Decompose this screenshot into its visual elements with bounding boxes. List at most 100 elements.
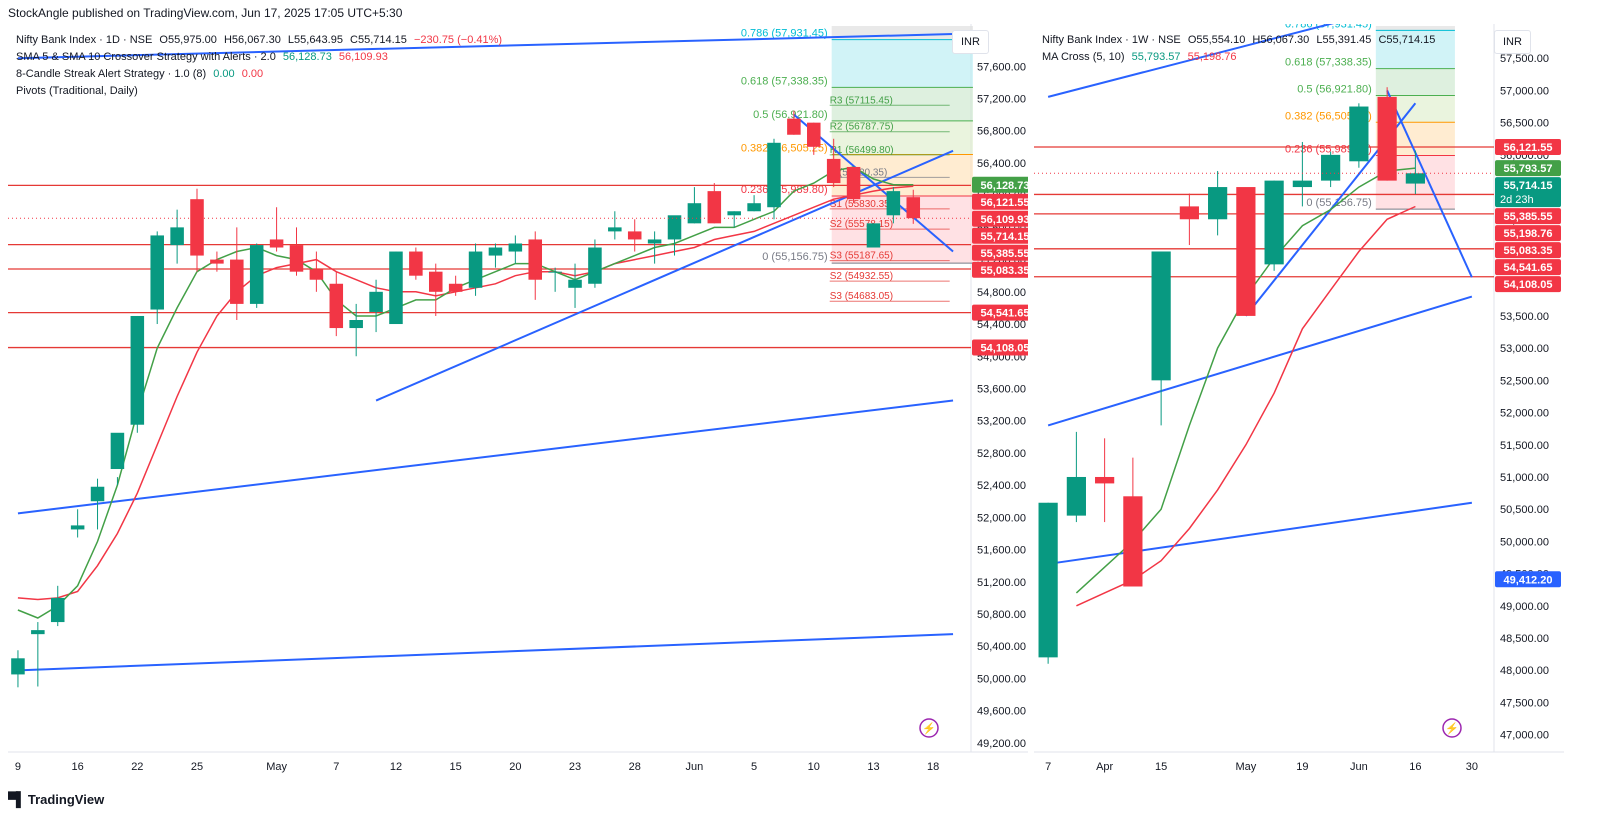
daily-alert-bolt-icon: ⚡ (922, 722, 936, 735)
daily-x-tick-label: 7 (333, 761, 339, 773)
daily-candle-body (747, 203, 761, 212)
daily-y-tick-label: 53,600.00 (977, 383, 1026, 395)
weekly-y-tick-label: 53,500.00 (1500, 311, 1549, 323)
weekly-candle-body (1151, 251, 1171, 381)
daily-candle-body (488, 247, 503, 256)
daily-y-tick-label: 53,200.00 (977, 416, 1026, 428)
daily-pivot-label: S3 (55187.65) (830, 251, 893, 262)
daily-y-tick-label: 50,000.00 (977, 673, 1026, 685)
weekly-candle-body (1292, 180, 1312, 188)
daily-price-tag (972, 244, 1038, 261)
sma-value-2: 56,109.93 (338, 51, 388, 63)
weekly-y-tick-label: 50,500.00 (1500, 504, 1549, 516)
daily-y-tick-label: 52,000.00 (977, 512, 1026, 524)
daily-candle-body (269, 239, 284, 248)
daily-y-tick-label: 52,400.00 (977, 480, 1026, 492)
daily-price-tag (972, 193, 1038, 210)
weekly-price-tag (1495, 139, 1561, 156)
daily-chart-svg[interactable]: 0.786 (57,931.45) 0.618 (57,338.35) 0.5 (5… (8, 24, 1063, 784)
daily-trendline (17, 399, 954, 515)
daily-fib-label: 0.5 (56,921.80) (753, 109, 828, 121)
daily-fib-label: 0 (55,156.75) (762, 251, 827, 263)
weekly-fib-label: 0.618 (57,338.35) (1285, 57, 1372, 69)
daily-y-tick-label: 49,200.00 (977, 738, 1026, 750)
daily-candle-body (130, 315, 145, 425)
weekly-candle-body (1208, 187, 1228, 220)
weekly-price-tag (1495, 225, 1561, 242)
daily-x-tick-label: 23 (569, 761, 581, 773)
weekly-y-tick-label: 48,000.00 (1500, 665, 1549, 677)
weekly-chart-svg[interactable]: 0.786 (57,931.45)0.618 (57,338.35)0.5 (5… (1034, 0, 1586, 784)
daily-y-tick-label: 51,600.00 (977, 545, 1026, 557)
weekly-legend: Nifty Bank Index · 1W · NSE O55,554.10 H… (1042, 32, 1435, 66)
weekly-price-tag (1495, 259, 1561, 276)
weekly-close: C55,714.15 (1378, 34, 1436, 46)
daily-candle-body (787, 118, 801, 135)
daily-candle-body (190, 199, 204, 256)
daily-price-tag-label: 54,108.05 (981, 343, 1028, 355)
daily-candle-body (767, 142, 781, 208)
daily-x-tick-label: 20 (509, 761, 521, 773)
daily-y-tick-label: 56,400.00 (977, 158, 1026, 170)
daily-y-tick-label: 51,200.00 (977, 577, 1026, 589)
weekly-x-tick-label: 7 (1045, 761, 1051, 773)
daily-fib-label: 0.382 (56,505.25) (741, 142, 828, 154)
weekly-trendline (1047, 295, 1473, 427)
daily-price-tag (972, 339, 1038, 356)
weekly-price-tag-label: 55,198.76 (1504, 228, 1553, 240)
daily-y-tick-label: 52,800.00 (977, 448, 1026, 460)
daily-candle-body (608, 227, 622, 232)
weekly-low: L55,391.45 (1316, 34, 1372, 46)
daily-y-tick-label: 50,800.00 (977, 609, 1026, 621)
weekly-chart-panel[interactable]: 0.786 (57,931.45) 0.618 (57,338.35) 0.5 (5… (1034, 0, 1586, 789)
daily-candle-body (707, 191, 722, 224)
daily-candle-body (210, 259, 224, 264)
weekly-fib-label: 0.5 (56,921.80) (1297, 83, 1372, 95)
daily-candle-body (448, 283, 463, 292)
daily-price-tag (972, 210, 1038, 227)
daily-candle-body (389, 251, 403, 325)
daily-x-tick-label: Jun (686, 761, 704, 773)
weekly-candle-body (1321, 154, 1341, 181)
daily-close: C55,714.15 (350, 34, 407, 46)
daily-candle-body (409, 251, 423, 276)
weekly-trendline (1047, 501, 1473, 565)
daily-price-tag (972, 227, 1038, 244)
daily-low: L55,643.95 (287, 34, 343, 46)
daily-x-tick-label: 18 (927, 761, 939, 773)
daily-candle-body (70, 525, 85, 530)
daily-legend-pivots: Pivots (Traditional, Daily) (16, 83, 502, 100)
daily-currency-label[interactable]: INR (952, 30, 989, 54)
weekly-candle-body (1123, 496, 1143, 587)
daily-price-tag-label: 56,109.93 (981, 214, 1028, 226)
tradingview-logo[interactable]: ▀▌ TradingView (8, 791, 104, 807)
daily-open: O55,975.00 (159, 34, 217, 46)
daily-candle-body (906, 197, 921, 219)
daily-alert-icon (919, 718, 939, 738)
daily-fib-label: 0.618 (57,338.35) (741, 75, 828, 87)
daily-chart-panel[interactable]: 0.786 (57,931.45) 0.618 (57,338.35) 0.5 (5… (8, 24, 1063, 789)
daily-candle-body (846, 166, 861, 200)
daily-candle-body (50, 597, 65, 623)
weekly-price-tag-countdown: 2d 23h (1500, 194, 1534, 206)
daily-pivot-label: S2 (54932.55) (830, 271, 893, 282)
daily-y-tick-label: 56,800.00 (977, 126, 1026, 138)
daily-candle-body (727, 211, 741, 216)
weekly-price-tag-label: 55,385.55 (1504, 211, 1553, 223)
weekly-currency-label[interactable]: INR (1494, 30, 1531, 54)
sma-indicator-name: SMA 5 & SMA 10 Crossover Strategy with A… (16, 51, 276, 63)
weekly-candle-body (1179, 206, 1199, 220)
weekly-price-tag (1495, 160, 1561, 177)
weekly-y-tick-label: 50,000.00 (1500, 536, 1549, 548)
streak-indicator-name: 8-Candle Streak Alert Strategy · 1.0 (8) (16, 68, 207, 80)
weekly-candle-body (1349, 106, 1369, 162)
daily-candle-body (170, 227, 184, 246)
weekly-price-tag-label: 49,412.20 (1504, 574, 1553, 586)
daily-fib-zone (831, 120, 973, 155)
weekly-price-tag (1495, 571, 1561, 588)
daily-candle-body (667, 215, 682, 240)
weekly-fib-zone (1375, 30, 1455, 69)
daily-pivot-label: S2 (55578.15) (830, 219, 893, 230)
daily-candle-body (249, 245, 264, 304)
daily-candle-body (349, 320, 363, 329)
